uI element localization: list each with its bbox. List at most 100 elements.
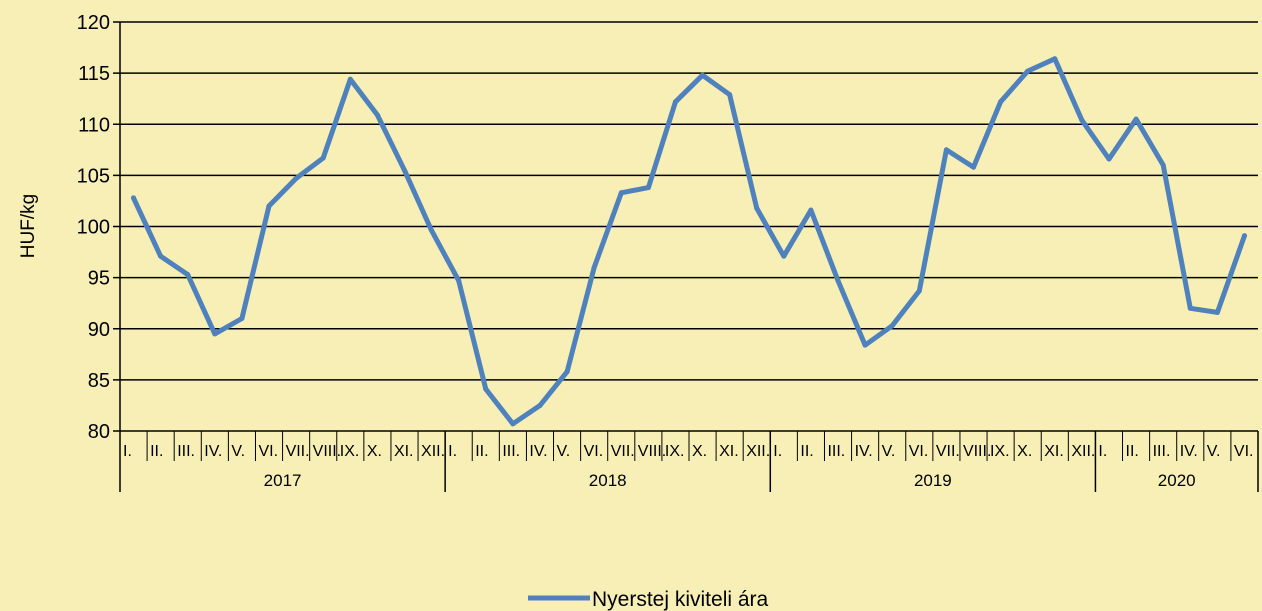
y-axis-ticks: 80 85 90 95 100 105 110 115 120 <box>77 12 121 443</box>
data-point <box>1187 305 1193 311</box>
x-tick-label: VII. <box>286 443 310 460</box>
data-point <box>239 316 245 322</box>
data-point <box>781 253 787 259</box>
x-tick-label: VIII. <box>638 443 666 460</box>
x-tick-label: XI. <box>719 443 739 460</box>
x-tick-label: IX. <box>990 443 1010 460</box>
x-tick-label: V. <box>1207 443 1221 460</box>
data-point <box>943 147 949 153</box>
x-tick-label: IX. <box>340 443 360 460</box>
x-tick-label: XI. <box>1044 443 1064 460</box>
x-tick-label: III. <box>177 443 195 460</box>
data-point <box>591 264 597 270</box>
y-tick-label: 120 <box>77 12 110 34</box>
data-point <box>320 155 326 161</box>
y-axis-label: HUF/kg <box>18 194 39 258</box>
series-line-0 <box>131 56 1247 427</box>
x-tick-label: X. <box>367 443 382 460</box>
data-point <box>564 369 570 375</box>
x-tick-label: X. <box>1017 443 1032 460</box>
data-point <box>1025 68 1031 74</box>
x-tick-label: II. <box>150 443 163 460</box>
x-tick-label: XII. <box>746 443 770 460</box>
x-tick-label: VIII. <box>313 443 341 460</box>
x-tick-label: XII. <box>1071 443 1095 460</box>
x-tick-label: V. <box>231 443 245 460</box>
x-tick-label: I. <box>123 443 132 460</box>
data-point <box>1160 162 1166 168</box>
year-label: 2017 <box>264 471 302 490</box>
x-tick-label: VI. <box>584 443 604 460</box>
x-tick-label: II. <box>1126 443 1139 460</box>
x-tick-label: VII. <box>936 443 960 460</box>
data-point <box>185 272 191 278</box>
data-point <box>808 207 814 213</box>
data-point <box>483 386 489 392</box>
x-tick-label: IV. <box>855 443 873 460</box>
data-point <box>1133 116 1139 122</box>
data-point <box>862 342 868 348</box>
data-point <box>645 185 651 191</box>
y-tick-label: 105 <box>77 165 110 187</box>
data-point <box>971 164 976 170</box>
x-tick-label: VI. <box>909 443 929 460</box>
y-tick-label: 100 <box>77 217 110 239</box>
y-tick-label: 80 <box>88 421 110 443</box>
legend-label-series-0: Nyerstej kiviteli ára <box>592 588 769 611</box>
year-label: 2018 <box>589 471 627 490</box>
x-tick-label: VI. <box>1234 443 1254 460</box>
data-point <box>700 72 706 78</box>
data-point <box>1052 56 1058 62</box>
x-tick-label: V. <box>882 443 896 460</box>
y-tick-label: 95 <box>88 268 110 290</box>
data-point <box>158 253 164 259</box>
x-tick-label: XII. <box>421 443 445 460</box>
data-point <box>1214 309 1220 315</box>
data-point <box>916 288 922 294</box>
legend: Nyerstej kiviteli ára <box>528 588 769 611</box>
gridlines <box>120 21 1258 432</box>
data-point <box>835 278 841 284</box>
x-tick-label: VI. <box>258 443 278 460</box>
x-axis: I. II. III. IV. V. VI. VII. VIII.IX. X. XI. XII. I.… <box>119 431 1259 492</box>
y-tick-label: 110 <box>78 114 110 136</box>
data-point <box>889 323 895 329</box>
data-point <box>510 421 516 427</box>
year-label: 2020 <box>1158 471 1196 490</box>
data-point <box>618 190 624 196</box>
data-point <box>429 228 435 234</box>
x-tick-label: VIII. <box>963 443 991 460</box>
data-point <box>402 167 407 173</box>
x-tick-label: III. <box>827 443 845 460</box>
y-tick-label: 115 <box>78 63 110 85</box>
data-point <box>537 402 543 408</box>
x-tick-label: XI. <box>394 443 414 460</box>
x-tick-label: IX. <box>665 443 685 460</box>
x-tick-label: IV. <box>204 443 222 460</box>
data-point <box>1106 156 1112 162</box>
data-point <box>1079 117 1085 123</box>
x-tick-label: II. <box>800 443 813 460</box>
x-tick-label: V. <box>557 443 571 460</box>
y-tick-label: 90 <box>88 319 110 341</box>
x-tick-label: I. <box>1098 443 1107 460</box>
x-tick-label: I. <box>448 443 457 460</box>
x-tick-label: IV. <box>529 443 547 460</box>
data-point <box>212 331 218 337</box>
data-point <box>266 203 272 209</box>
x-tick-label: VII. <box>611 443 635 460</box>
series-layer <box>131 56 1247 427</box>
x-tick-label: IV. <box>1180 443 1198 460</box>
x-tick-label: I. <box>773 443 782 460</box>
x-tick-label: III. <box>502 443 520 460</box>
data-point <box>374 112 380 118</box>
data-point <box>672 99 678 105</box>
y-tick-label: 85 <box>88 370 110 392</box>
data-point <box>727 92 733 98</box>
data-point <box>754 205 760 211</box>
x-tick-label: II. <box>475 443 488 460</box>
year-label: 2019 <box>914 471 952 490</box>
data-point <box>1241 233 1247 239</box>
x-tick-label: III. <box>1153 443 1171 460</box>
